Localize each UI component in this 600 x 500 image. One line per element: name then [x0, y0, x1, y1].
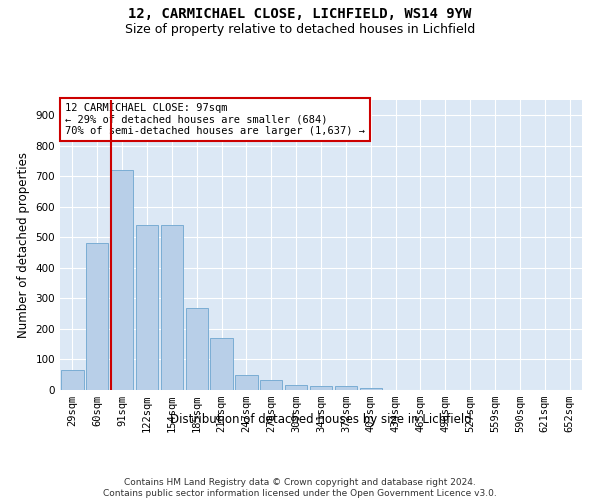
Bar	[136, 225, 158, 390]
Bar	[111, 170, 133, 390]
Bar	[335, 386, 357, 390]
Bar	[185, 308, 208, 390]
Bar	[86, 244, 109, 390]
Y-axis label: Number of detached properties: Number of detached properties	[17, 152, 30, 338]
Text: Contains HM Land Registry data © Crown copyright and database right 2024.
Contai: Contains HM Land Registry data © Crown c…	[103, 478, 497, 498]
Text: Distribution of detached houses by size in Lichfield: Distribution of detached houses by size …	[170, 412, 472, 426]
Bar	[211, 338, 233, 390]
Bar	[161, 225, 183, 390]
Text: 12 CARMICHAEL CLOSE: 97sqm
← 29% of detached houses are smaller (684)
70% of sem: 12 CARMICHAEL CLOSE: 97sqm ← 29% of deta…	[65, 103, 365, 136]
Bar	[235, 376, 257, 390]
Bar	[260, 380, 283, 390]
Bar	[61, 370, 83, 390]
Text: 12, CARMICHAEL CLOSE, LICHFIELD, WS14 9YW: 12, CARMICHAEL CLOSE, LICHFIELD, WS14 9Y…	[128, 8, 472, 22]
Bar	[285, 385, 307, 390]
Bar	[359, 388, 382, 390]
Bar	[310, 386, 332, 390]
Text: Size of property relative to detached houses in Lichfield: Size of property relative to detached ho…	[125, 22, 475, 36]
